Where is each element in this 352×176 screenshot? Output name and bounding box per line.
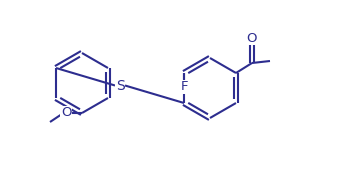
Text: O: O: [247, 32, 257, 45]
Text: F: F: [180, 80, 188, 93]
Text: O: O: [61, 106, 71, 120]
Text: S: S: [116, 78, 124, 93]
